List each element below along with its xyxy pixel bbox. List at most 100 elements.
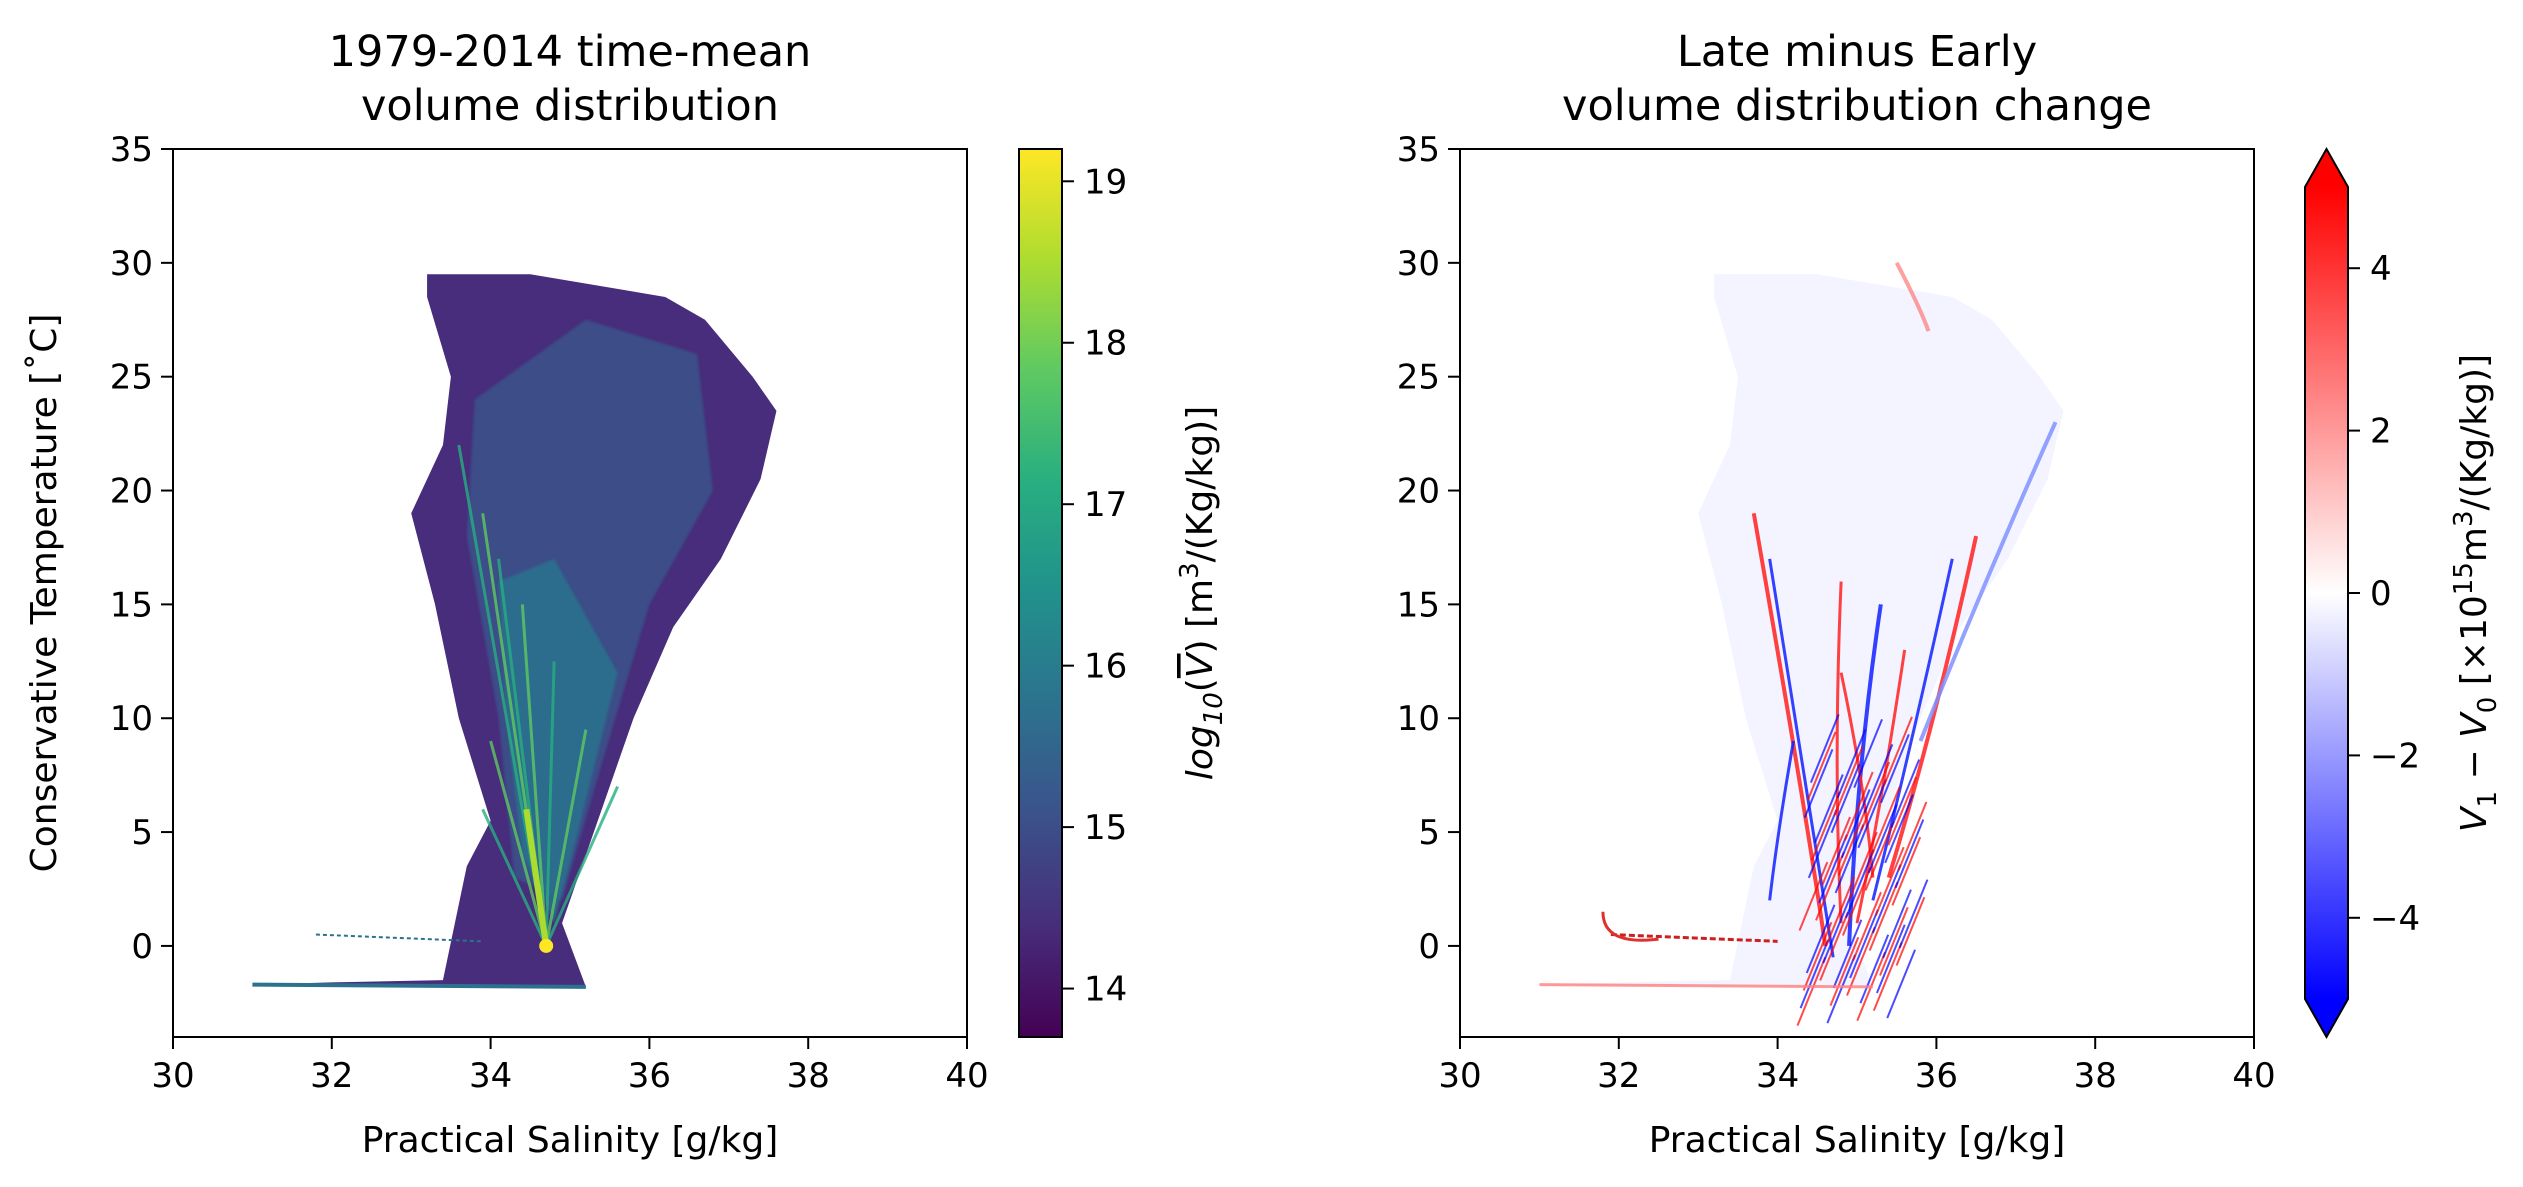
- change-filament: [1834, 824, 1865, 894]
- change-filament: [1798, 861, 1829, 931]
- change-filament: [1822, 894, 1852, 964]
- change-filament: [1833, 746, 1864, 816]
- left-colorbar-label: log10(V) [m3/(Kg/kg)]: [1175, 406, 1229, 780]
- colorbar-tick-label: 16: [1084, 647, 1127, 687]
- change-filament: [1809, 713, 1840, 784]
- change-streak: [1855, 649, 1907, 924]
- density-ridge: [520, 604, 548, 947]
- colorbar-extend-max: [2305, 149, 2348, 187]
- change-filament: [1802, 921, 1833, 991]
- surface-change: [1894, 261, 1931, 332]
- change-filament: [1894, 819, 1925, 889]
- density-ridge: [544, 729, 588, 947]
- change-filament: [1803, 749, 1834, 819]
- x-tick-label: 34: [469, 1056, 512, 1096]
- colorbar-tick-label: 19: [1084, 162, 1127, 202]
- change-streak: [1918, 421, 2058, 742]
- change-filament: [1863, 744, 1894, 814]
- change-filament: [1845, 849, 1875, 919]
- change-filament: [1864, 821, 1895, 891]
- change-filament: [1882, 889, 1912, 959]
- right-axes-frame: [1459, 148, 2255, 1038]
- density-ridge: [544, 785, 620, 947]
- left-axes-frame: [172, 148, 968, 1038]
- y-tick-label: 35: [1397, 130, 1440, 170]
- left-title-line2: volume distribution: [361, 81, 779, 131]
- change-filament: [1846, 926, 1876, 996]
- density-ridge: [481, 808, 548, 947]
- change-filament: [1859, 934, 1890, 1004]
- left-colorbar: [1019, 149, 1062, 1037]
- y-tick-label: 25: [1397, 358, 1440, 398]
- x-tick-label: 38: [2074, 1056, 2117, 1096]
- x-tick-label: 40: [2232, 1056, 2275, 1096]
- density-ridge: [544, 661, 556, 946]
- change-filament: [1848, 831, 1878, 901]
- change-filament: [1837, 806, 1868, 876]
- change-filament: [1887, 776, 1917, 846]
- y-tick-label: 35: [110, 130, 153, 170]
- y-tick-label: 20: [110, 472, 153, 512]
- x-tick-label: 32: [1597, 1056, 1640, 1096]
- change-filament: [1844, 771, 1874, 841]
- freezing-line-change: [1539, 983, 1873, 989]
- colorbar-tick-label: −2: [2370, 736, 2420, 776]
- left-ylabel: Conservative Temperature [˚C]: [24, 314, 65, 873]
- right-title-line2: volume distribution change: [1562, 81, 2152, 131]
- change-filament: [1819, 911, 1849, 981]
- change-filament: [1867, 804, 1898, 874]
- y-tick-label: 15: [1397, 585, 1440, 625]
- change-filament: [1830, 764, 1861, 834]
- shelf-change: [1610, 933, 1778, 943]
- change-filament: [1886, 949, 1916, 1019]
- change-filament: [1880, 734, 1910, 804]
- x-tick-label: 30: [1438, 1056, 1481, 1096]
- density-ridge: [489, 740, 548, 947]
- change-filament: [1807, 809, 1838, 879]
- x-tick-label: 38: [787, 1056, 830, 1096]
- y-tick-label: 0: [1418, 927, 1440, 967]
- x-tick-label: 30: [151, 1056, 194, 1096]
- right-colorbar: [2304, 146, 2349, 1040]
- x-tick-label: 32: [310, 1056, 353, 1096]
- change-filament: [1826, 954, 1857, 1024]
- change-filament: [1879, 906, 1909, 976]
- change-filament: [1805, 904, 1836, 974]
- change-filament: [1871, 864, 1902, 934]
- right-title-line1: Late minus Early: [1677, 27, 2037, 77]
- colorbar-tick-label: 17: [1084, 485, 1127, 525]
- shelf-hook-change: [1601, 911, 1659, 942]
- right-xlabel: Practical Salinity [g/kg]: [1649, 1120, 2066, 1161]
- x-tick-label: 34: [1756, 1056, 1799, 1096]
- change-filament: [1841, 866, 1872, 936]
- x-tick-label: 36: [628, 1056, 671, 1096]
- change-streak: [1886, 535, 1979, 879]
- change-filament: [1883, 716, 1913, 786]
- change-filament: [1810, 791, 1841, 861]
- y-tick-label: 25: [110, 358, 153, 398]
- y-tick-label: 10: [110, 699, 153, 739]
- colorbar-tick-label: 4: [2370, 249, 2392, 289]
- right-panel: Late minus Early volume distribution cha…: [1397, 27, 2503, 1161]
- change-filament: [1870, 786, 1901, 856]
- y-tick-label: 20: [1397, 472, 1440, 512]
- change-filament: [1860, 761, 1891, 831]
- change-filament: [1874, 846, 1905, 916]
- change-streak: [1835, 581, 1843, 924]
- change-filament: [1868, 881, 1899, 951]
- peak-ridge: [523, 808, 550, 947]
- change-filament: [1799, 939, 1830, 1009]
- change-filament: [1898, 879, 1929, 949]
- colorbar-tick-label: 18: [1084, 324, 1127, 364]
- change-filament: [1895, 896, 1926, 966]
- change-filament: [1796, 956, 1827, 1026]
- right-heatmap: [1460, 149, 2254, 1037]
- change-filament: [1890, 759, 1921, 829]
- right-colorbar-label: V1 − V0 [×1015m3/(Kg/kg)]: [2449, 354, 2503, 832]
- left-xlabel: Practical Salinity [g/kg]: [362, 1120, 779, 1161]
- change-filament: [1872, 941, 1903, 1011]
- change-filament: [1821, 816, 1851, 886]
- volume-maximum: [539, 938, 554, 953]
- change-filament: [1806, 731, 1837, 801]
